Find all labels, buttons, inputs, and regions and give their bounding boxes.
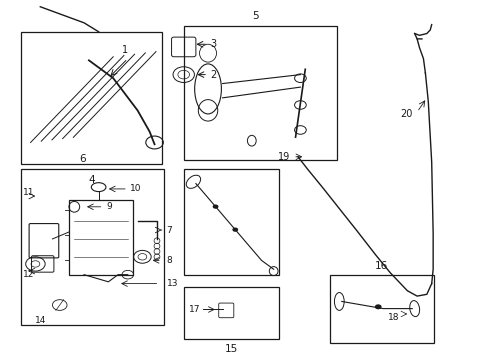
- Circle shape: [232, 228, 238, 232]
- Text: 7: 7: [166, 225, 172, 234]
- Text: 6: 6: [80, 154, 86, 164]
- Bar: [183, 169, 278, 275]
- Bar: [69, 200, 132, 275]
- Bar: [183, 287, 278, 339]
- Text: 1: 1: [122, 45, 128, 55]
- Text: 19: 19: [278, 152, 290, 162]
- Text: 9: 9: [106, 202, 111, 211]
- Text: 10: 10: [130, 184, 142, 193]
- Text: 11: 11: [23, 188, 35, 197]
- Text: 3: 3: [210, 39, 216, 49]
- Bar: [21, 169, 164, 325]
- Text: 13: 13: [166, 279, 178, 288]
- Circle shape: [374, 304, 381, 309]
- Text: 16: 16: [374, 261, 387, 271]
- Text: 5: 5: [252, 11, 258, 21]
- Circle shape: [212, 204, 218, 209]
- Bar: [183, 26, 336, 160]
- Text: 15: 15: [224, 344, 237, 354]
- Text: 4: 4: [88, 175, 95, 185]
- Text: 20: 20: [399, 109, 411, 119]
- Text: 8: 8: [166, 256, 172, 265]
- Text: 12: 12: [23, 270, 35, 279]
- Bar: [329, 275, 433, 342]
- Text: 2: 2: [210, 69, 216, 80]
- Text: 18: 18: [387, 313, 399, 322]
- Bar: [21, 32, 162, 164]
- Text: 17: 17: [188, 305, 200, 314]
- Text: 14: 14: [35, 316, 46, 325]
